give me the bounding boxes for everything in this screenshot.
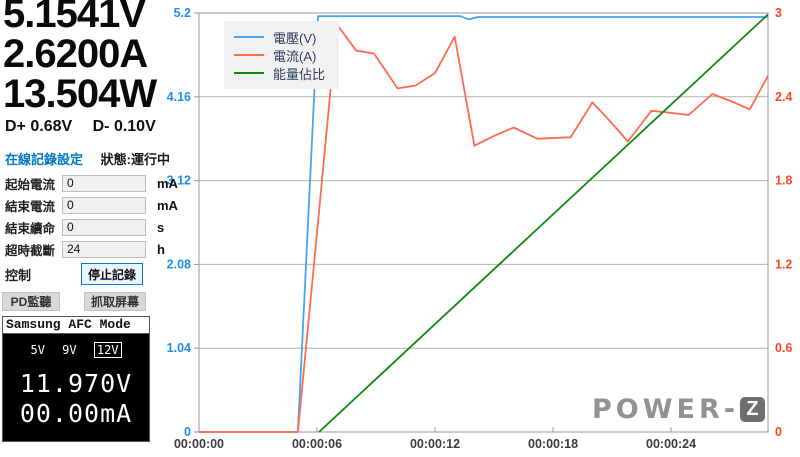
samsung-afc-panel: Samsung AFC Mode 5V 9V 12V 11.970V 00.00… (2, 316, 150, 442)
start-current-input[interactable] (62, 174, 146, 192)
svg-text:3.12: 3.12 (167, 174, 191, 188)
end-current-input[interactable] (62, 196, 146, 214)
control-label: 控制 (5, 267, 32, 283)
svg-text:5.2: 5.2 (174, 6, 191, 20)
field-unit: mA (157, 175, 178, 191)
timeout-cutoff-row: 超時截斷 h (5, 238, 178, 260)
legend-item-energy: 能量佔比 (234, 64, 325, 82)
stop-recording-button[interactable]: 停止記錄 (81, 263, 144, 285)
afc-option-9v[interactable]: 9V (62, 343, 77, 357)
field-unit: s (157, 219, 165, 235)
current-reading: 2.6200A (3, 32, 148, 76)
legend-label: 能量佔比 (273, 66, 326, 82)
control-row: 控制 停止記錄 (5, 263, 155, 285)
recording-fields: 起始電流 mA 結束電流 mA 結束續命 s 超時截斷 h (5, 172, 178, 260)
live-readings: 5.1541V 2.6200A 13.504W (3, 0, 157, 116)
legend-label: 電壓(V) (273, 30, 317, 46)
voltage-reading: 5.1541V (3, 0, 146, 36)
energy-line-swatch (234, 72, 264, 74)
svg-text:00:00:24: 00:00:24 (646, 437, 696, 451)
svg-text:4.16: 4.16 (167, 90, 191, 104)
svg-text:00:00:18: 00:00:18 (528, 437, 578, 451)
dplus-reading: D+ 0.68V (5, 118, 73, 135)
power-z-logo: POWER- Z (592, 394, 765, 425)
svg-text:1.8: 1.8 (775, 174, 792, 188)
svg-text:2.08: 2.08 (167, 257, 191, 271)
afc-voltage-options: 5V 9V 12V (3, 334, 149, 358)
afc-option-5v[interactable]: 5V (30, 343, 45, 357)
afc-screen: 5V 9V 12V 11.970V 00.00mA (3, 334, 149, 441)
start-current-row: 起始電流 mA (5, 172, 178, 194)
legend-label: 電流(A) (273, 48, 317, 64)
voltage-line-swatch (234, 36, 264, 38)
pd-listen-button[interactable]: PD監聽 (2, 292, 60, 311)
legend-item-current: 電流(A) (234, 46, 325, 64)
logo-text: POWER- (592, 394, 739, 425)
field-unit: h (157, 241, 165, 257)
svg-text:00:00:06: 00:00:06 (292, 437, 342, 451)
afc-current-display: 00.00mA (19, 399, 133, 428)
recording-settings-link[interactable]: 在線記錄設定 (5, 152, 84, 167)
chart-legend: 電壓(V) 電流(A) 能量佔比 (224, 21, 340, 89)
recording-header: 在線記錄設定 狀態:運行中 (5, 149, 170, 168)
svg-text:00:00:12: 00:00:12 (410, 437, 460, 451)
svg-text:2.4: 2.4 (775, 90, 792, 104)
end-extend-input[interactable] (62, 218, 146, 236)
afc-voltage-display: 11.970V (19, 369, 133, 398)
svg-text:0: 0 (775, 425, 782, 439)
end-current-row: 結束電流 mA (5, 194, 178, 216)
current-line-swatch (234, 54, 264, 56)
afc-title: Samsung AFC Mode (3, 317, 149, 334)
field-label: 起始電流 (5, 177, 56, 192)
svg-text:00:00:00: 00:00:00 (174, 437, 224, 451)
svg-text:1.2: 1.2 (775, 257, 792, 271)
tool-buttons: PD監聽 抓取屏幕 (2, 292, 152, 311)
field-label: 結束電流 (5, 199, 56, 214)
end-extend-row: 結束續命 s (5, 216, 178, 238)
power-reading: 13.504W (3, 72, 157, 116)
svg-text:1.04: 1.04 (167, 341, 191, 355)
recording-status: 狀態:運行中 (100, 152, 170, 167)
svg-text:3: 3 (775, 6, 782, 20)
data-line-readings: D+ 0.68V D- 0.10V (5, 118, 172, 136)
logo-z-icon: Z (739, 397, 765, 422)
meter-panel: 5.1541V 2.6200A 13.504W D+ 0.68V D- 0.10… (0, 0, 200, 457)
capture-screen-button[interactable]: 抓取屏幕 (84, 292, 146, 311)
legend-item-voltage: 電壓(V) (234, 28, 325, 46)
timeout-cutoff-input[interactable] (62, 240, 146, 258)
dminus-reading: D- 0.10V (92, 118, 156, 135)
field-unit: mA (157, 197, 178, 213)
svg-text:0.6: 0.6 (775, 341, 792, 355)
field-label: 超時截斷 (5, 243, 56, 258)
svg-text:0: 0 (184, 425, 191, 439)
afc-option-12v-selected[interactable]: 12V (93, 342, 122, 358)
field-label: 結束續命 (5, 221, 56, 236)
